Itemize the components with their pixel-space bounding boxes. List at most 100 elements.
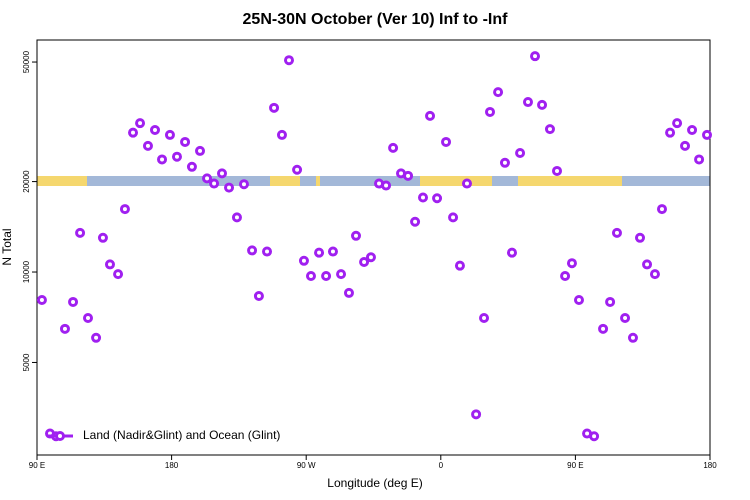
y-tick-label: 5000 xyxy=(22,353,31,371)
data-point xyxy=(493,87,504,98)
x-tick-label: 180 xyxy=(165,461,179,470)
data-point xyxy=(530,51,541,62)
land-band xyxy=(518,176,622,186)
data-point xyxy=(627,332,638,343)
data-point xyxy=(403,170,414,181)
data-point xyxy=(359,256,370,267)
x-axis-label: Longitude (deg E) xyxy=(327,476,422,490)
data-point xyxy=(82,313,93,324)
x-tick-label: 90 E xyxy=(567,461,583,470)
data-point xyxy=(566,258,577,269)
data-point xyxy=(292,164,303,175)
data-point xyxy=(142,140,153,151)
data-point xyxy=(209,178,220,189)
data-point xyxy=(441,136,452,147)
data-point xyxy=(573,295,584,306)
data-point xyxy=(298,255,309,266)
data-point xyxy=(351,230,362,241)
data-point xyxy=(97,232,108,243)
data-point xyxy=(702,129,713,140)
data-point xyxy=(276,129,287,140)
plot-frame xyxy=(36,39,711,456)
data-point xyxy=(336,269,347,280)
data-point xyxy=(479,313,490,324)
data-point xyxy=(665,127,676,138)
data-point xyxy=(202,173,213,184)
data-point xyxy=(605,296,616,307)
data-point xyxy=(635,232,646,243)
data-point xyxy=(448,212,459,223)
data-point xyxy=(454,260,465,271)
data-point xyxy=(694,154,705,165)
data-point xyxy=(224,182,235,193)
data-point xyxy=(314,247,325,258)
data-point xyxy=(598,323,609,334)
land-band xyxy=(37,176,87,186)
data-point xyxy=(253,291,264,302)
data-point xyxy=(485,106,496,117)
data-point xyxy=(515,147,526,158)
data-point xyxy=(560,270,571,281)
data-point xyxy=(75,227,86,238)
data-point xyxy=(113,269,124,280)
legend-marker xyxy=(55,431,65,441)
data-point xyxy=(642,259,653,270)
data-point xyxy=(522,97,533,108)
data-point xyxy=(672,118,683,129)
data-point xyxy=(59,323,70,334)
data-point xyxy=(238,179,249,190)
x-tick-label: 0 xyxy=(439,461,444,470)
data-point xyxy=(544,124,555,135)
chart-title: 25N-30N October (Ver 10) Inf to -Inf xyxy=(243,11,509,28)
data-point xyxy=(231,212,242,223)
data-point xyxy=(36,295,47,306)
land-band xyxy=(270,176,300,186)
data-point xyxy=(305,270,316,281)
data-point xyxy=(649,269,660,280)
data-point xyxy=(365,252,376,263)
land-band xyxy=(420,176,492,186)
data-point xyxy=(552,165,563,176)
data-point xyxy=(104,259,115,270)
data-point xyxy=(321,270,332,281)
legend-label: Land (Nadir&Glint) and Ocean (Glint) xyxy=(83,428,280,442)
data-point xyxy=(135,118,146,129)
data-point xyxy=(327,246,338,257)
data-point xyxy=(611,227,622,238)
data-point xyxy=(499,157,510,168)
data-point xyxy=(186,161,197,172)
data-point xyxy=(410,216,421,227)
data-point xyxy=(425,110,436,121)
y-tick-label: 50000 xyxy=(22,50,31,73)
data-point xyxy=(687,124,698,135)
data-point xyxy=(620,313,631,324)
y-tick-label: 20000 xyxy=(22,170,31,193)
y-axis-label: N Total xyxy=(0,228,14,265)
data-point xyxy=(247,245,258,256)
x-tick-label: 90 W xyxy=(297,461,316,470)
data-point xyxy=(471,409,482,420)
x-tick-label: 90 E xyxy=(29,461,45,470)
data-point xyxy=(119,204,130,215)
data-point xyxy=(343,287,354,298)
data-point xyxy=(171,151,182,162)
data-point xyxy=(262,246,273,257)
data-point xyxy=(418,192,429,203)
data-point xyxy=(537,99,548,110)
data-point xyxy=(284,55,295,66)
data-point xyxy=(388,142,399,153)
land-ocean-band xyxy=(37,176,710,186)
data-point xyxy=(68,296,79,307)
land-band xyxy=(316,176,320,186)
data-point xyxy=(506,247,517,258)
data-point xyxy=(589,431,600,442)
data-point xyxy=(164,129,175,140)
x-tick-label: 180 xyxy=(703,461,717,470)
data-point xyxy=(217,168,228,179)
data-point xyxy=(180,136,191,147)
data-point xyxy=(680,140,691,151)
data-point xyxy=(195,145,206,156)
data-point xyxy=(128,127,139,138)
data-point xyxy=(656,204,667,215)
